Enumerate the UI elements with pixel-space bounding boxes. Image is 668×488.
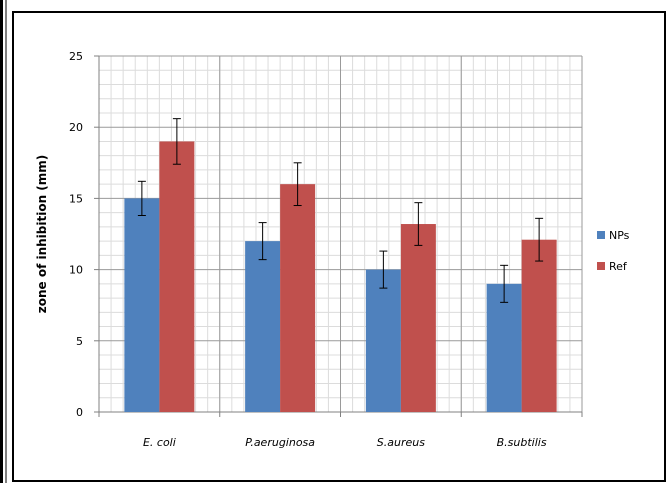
bar-ref-2 [280,184,316,412]
bar-nps-4 [486,283,522,412]
y-tick-label: 20 [69,121,83,134]
y-tick-label: 5 [76,335,83,348]
y-tick-labels: 0 5 10 15 20 25 [69,50,83,419]
bar-nps-1 [124,198,160,412]
y-tick-label: 10 [69,264,83,277]
legend-swatch-ref [597,262,605,270]
y-tick-label: 0 [76,406,83,419]
legend-swatch-nps [597,231,605,239]
legend: NPs Ref [597,229,630,273]
x-tick-label: B.subtilis [497,436,547,449]
bar-ref-3 [400,224,436,412]
y-tick-label: 25 [69,50,83,63]
bar-ref-4 [521,239,557,412]
x-tick-label: S.aureus [377,436,425,449]
legend-label-nps: NPs [609,229,630,242]
y-tick-label: 15 [69,192,83,205]
bar-ref-1 [159,141,195,412]
bar-nps-2 [245,241,281,412]
x-tick-labels: E. coli P.aeruginosa S.aureus B.subtilis [143,436,547,449]
x-tick-label: P.aeruginosa [245,436,315,449]
y-axis-label: zone of inhibition (mm) [35,155,49,314]
error-bars [137,118,544,303]
x-tick-label: E. coli [143,436,176,449]
bars [124,141,557,412]
chart-border [12,11,666,482]
legend-label-ref: Ref [609,260,628,273]
bar-nps-3 [365,269,401,412]
